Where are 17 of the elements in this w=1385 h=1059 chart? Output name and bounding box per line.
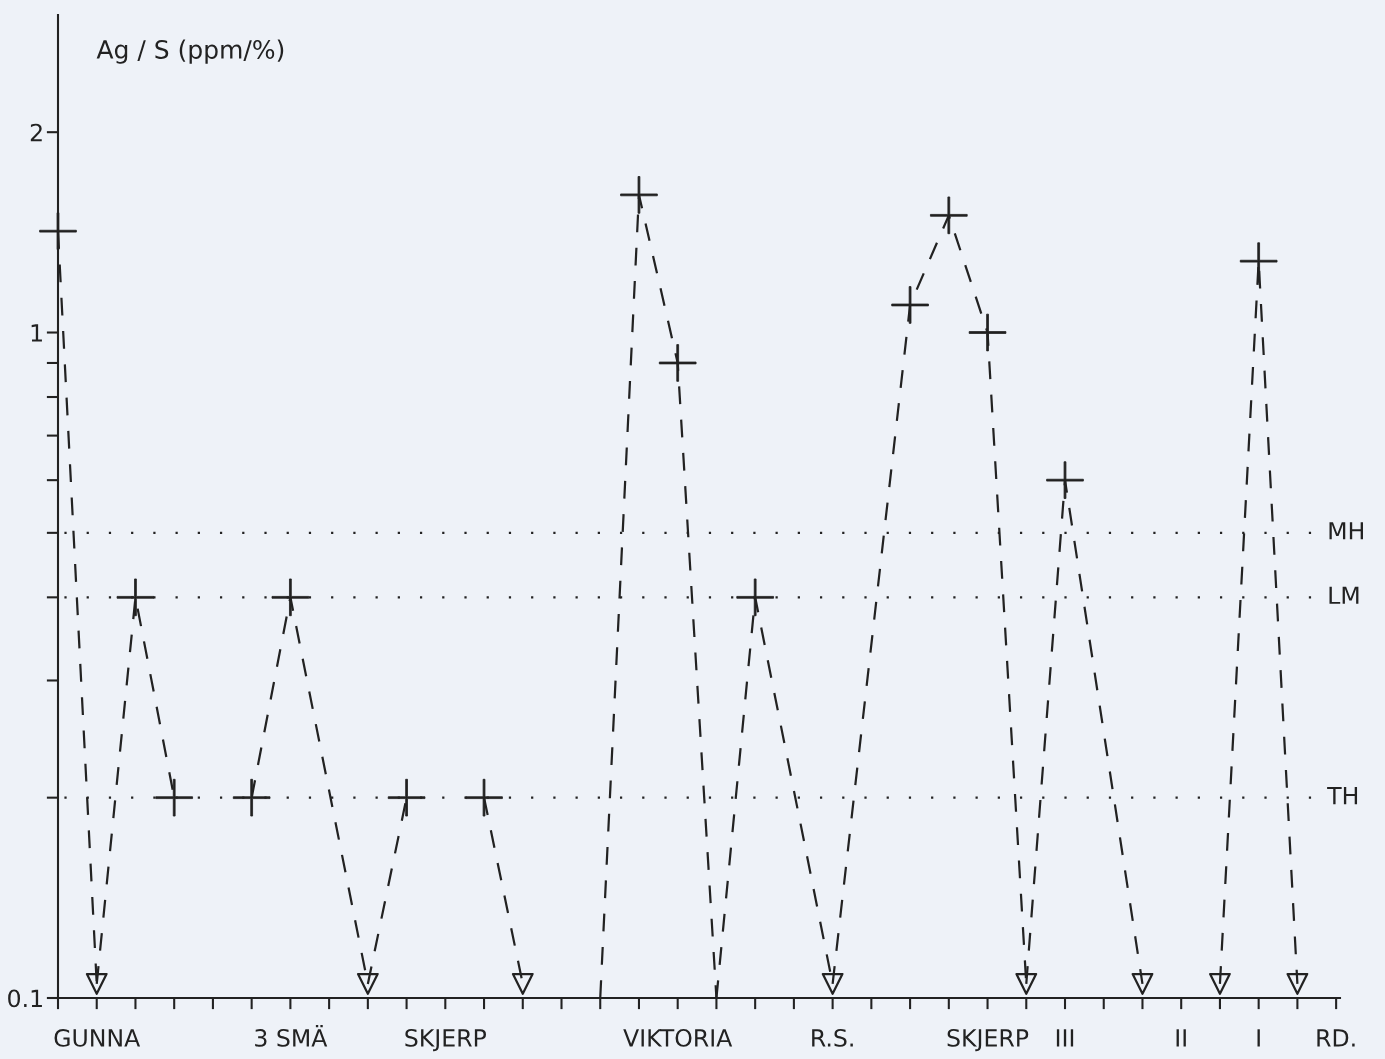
x-tick-label: III <box>1056 1029 1074 1047</box>
x-tick-label: GUNNA <box>54 1028 141 1047</box>
ref-line-label: LM <box>1329 586 1359 604</box>
x-tick-label: II <box>1176 1029 1186 1047</box>
ref-line-label: TH <box>1327 786 1358 805</box>
y-tick-label: 1 <box>31 324 42 342</box>
x-tick-label: SKJERP <box>405 1028 486 1052</box>
y-tick-label: 0.1 <box>8 989 42 1008</box>
y-axis-title: Ag / S (ppm/%) <box>96 39 284 64</box>
ref-line-label: MH <box>1329 522 1363 540</box>
x-tick-label: SKJERP <box>947 1028 1029 1052</box>
x-tick-label: VIKTORIA <box>623 1028 733 1047</box>
x-tick-label: R.S. <box>812 1028 853 1047</box>
y-tick-label: 2 <box>30 123 42 142</box>
x-tick-label: I <box>1257 1029 1260 1047</box>
x-tick-label: 3 SMÄ <box>255 1024 328 1047</box>
x-tick-label: RD. <box>1317 1029 1355 1047</box>
